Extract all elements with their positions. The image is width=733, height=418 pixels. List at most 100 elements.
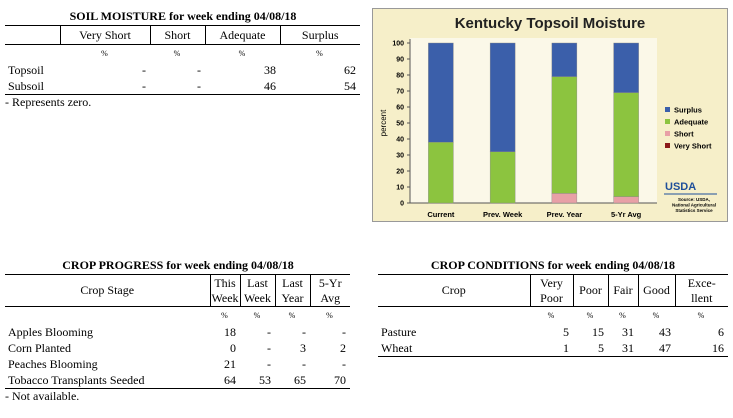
header-row: Crop Very Poor Poor Fair Good Exce- llent <box>378 274 728 307</box>
column-header: Poor <box>572 274 608 307</box>
unit: % <box>619 310 626 320</box>
data-row: Subsoil - -46 54 <box>5 78 360 95</box>
y-tick-label: 80 <box>396 73 404 80</box>
y-tick-label: 30 <box>396 153 404 160</box>
cell: - <box>302 325 306 339</box>
cell: 47 <box>638 340 675 357</box>
data-row: Wheat 1 5 31 47 16 <box>378 340 728 357</box>
cell: 1 <box>530 340 573 357</box>
cell: 5 <box>573 340 608 357</box>
row-label: Tobacco Transplants Seeded <box>5 372 210 389</box>
chart: Kentucky Topsoil Moisture percent 0 10 20 3… <box>372 8 728 222</box>
units-row: %%%% <box>5 45 360 63</box>
table-title: CROP CONDITIONS for week ending 04/08/18 <box>430 258 676 272</box>
y-tick-label: 0 <box>400 201 404 208</box>
stub-header <box>5 25 60 45</box>
row-label: Topsoil <box>8 63 44 77</box>
units-stub <box>5 307 210 325</box>
bar-segment <box>613 92 639 197</box>
data-row: Corn Planted 0 - 3 2 <box>5 340 350 356</box>
logo: USDA <box>665 181 696 193</box>
bar-segment <box>428 141 454 204</box>
bar-segment <box>551 193 578 204</box>
legend-swatch <box>665 119 670 124</box>
cell: 46 <box>205 78 280 95</box>
cell: - <box>197 63 201 77</box>
units-row: %%%%% <box>378 307 728 325</box>
cell: 3 <box>300 341 306 355</box>
y-tick-label: 60 <box>396 105 404 112</box>
cell: - <box>267 341 271 355</box>
bar-segment <box>613 42 639 93</box>
column-header: Surplus <box>279 25 360 45</box>
unit: % <box>697 310 705 320</box>
units-row: %%%% <box>5 307 350 325</box>
row-label: Pasture <box>381 325 417 339</box>
data-row: Tobacco Transplants Seeded 64 53 65 70 <box>5 372 350 389</box>
y-tick-label: 50 <box>396 121 404 128</box>
unit: % <box>238 48 246 58</box>
y-tick-label: 20 <box>396 169 404 176</box>
column-header: This Week <box>209 274 240 307</box>
row-label: Subsoil <box>5 78 60 95</box>
unit: % <box>221 310 228 320</box>
units-stub <box>378 307 530 325</box>
unit: % <box>586 310 594 320</box>
cell: 31 <box>608 340 638 357</box>
stub-header: Crop Stage <box>5 274 210 307</box>
cell: - <box>342 325 346 339</box>
y-tick-label: 10 <box>396 185 404 192</box>
column-header: Fair <box>607 274 638 307</box>
x-tick-label: Prev. Week <box>483 210 523 219</box>
bar-segment <box>551 76 578 194</box>
units-stub <box>5 45 60 63</box>
cell: 18 <box>224 325 236 339</box>
unit: % <box>288 310 296 320</box>
legend-swatch <box>665 131 670 136</box>
column-header: Last Week <box>239 274 275 307</box>
bar-segment <box>489 42 516 153</box>
data-table: Crop Very Poor Poor Fair Good Exce- llent%%%%… <box>378 274 728 357</box>
cell: 16 <box>675 340 728 357</box>
cell: - <box>150 78 205 95</box>
row-label: Peaches Blooming <box>8 357 98 371</box>
unit: % <box>547 310 555 320</box>
column-header: 5-Yr Avg <box>309 274 350 307</box>
x-tick-label: Current <box>427 210 455 219</box>
legend-label: Short <box>674 130 694 139</box>
data-row: Apples Blooming 18 - - - <box>5 324 350 340</box>
unit: % <box>253 310 261 320</box>
cell: 64 <box>210 372 240 389</box>
unit: % <box>316 48 323 58</box>
crop-progress-block: CROP PROGRESS for week ending 04/08/18 Cr… <box>5 256 351 403</box>
cell: 5 <box>563 325 569 339</box>
data-table: Crop Stage This Week Last Week Last Year 5-Y… <box>5 274 350 389</box>
cell: 43 <box>659 325 671 339</box>
bar-segment <box>613 196 639 204</box>
bar-segment <box>428 42 454 143</box>
header-row: Very Short Short Adequate Surplus <box>5 25 360 45</box>
cell: 70 <box>310 372 350 389</box>
cell: - <box>342 357 346 371</box>
cell: 0 <box>230 341 236 355</box>
row-label: Wheat <box>378 340 530 357</box>
cell: - <box>302 357 306 371</box>
cell: 65 <box>275 372 310 389</box>
note: - Not available. <box>5 389 80 403</box>
column-header: Exce- llent <box>674 274 728 307</box>
soil-moisture-block: SOIL MOISTURE for week ending 04/08/18 Ve… <box>5 7 361 109</box>
legend-label: Adequate <box>674 118 708 127</box>
data-row: Pasture 5 15 31 43 6 <box>378 324 728 340</box>
column-header: Good <box>637 274 675 307</box>
source-line: Statistics Service <box>675 208 713 213</box>
row-label: Apples Blooming <box>8 325 94 339</box>
unit: % <box>326 310 333 320</box>
stub-header: Crop <box>378 274 530 307</box>
unit: % <box>101 48 108 58</box>
chart-title: Kentucky Topsoil Moisture <box>455 15 646 32</box>
column-header: Very Short <box>59 25 150 45</box>
column-header: Last Year <box>274 274 310 307</box>
source-line: National Agricultural <box>672 203 716 208</box>
header-row: Crop Stage This Week Last Week Last Year 5-Y… <box>5 274 350 307</box>
